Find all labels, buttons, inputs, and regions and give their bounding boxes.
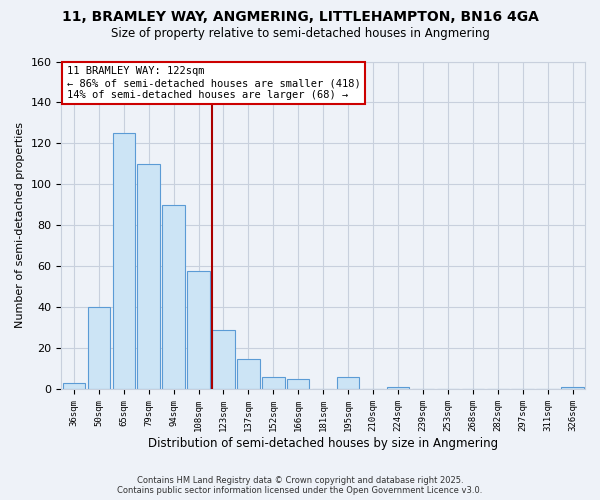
- Bar: [287, 379, 310, 390]
- X-axis label: Distribution of semi-detached houses by size in Angmering: Distribution of semi-detached houses by …: [148, 437, 498, 450]
- Bar: [262, 377, 284, 390]
- Bar: [337, 377, 359, 390]
- Bar: [187, 270, 210, 390]
- Bar: [62, 384, 85, 390]
- Text: Size of property relative to semi-detached houses in Angmering: Size of property relative to semi-detach…: [110, 28, 490, 40]
- Y-axis label: Number of semi-detached properties: Number of semi-detached properties: [15, 122, 25, 328]
- Bar: [562, 388, 584, 390]
- Bar: [237, 358, 260, 390]
- Text: Contains HM Land Registry data © Crown copyright and database right 2025.
Contai: Contains HM Land Registry data © Crown c…: [118, 476, 482, 495]
- Bar: [212, 330, 235, 390]
- Text: 11 BRAMLEY WAY: 122sqm
← 86% of semi-detached houses are smaller (418)
14% of se: 11 BRAMLEY WAY: 122sqm ← 86% of semi-det…: [67, 66, 361, 100]
- Bar: [88, 308, 110, 390]
- Bar: [163, 205, 185, 390]
- Bar: [387, 388, 409, 390]
- Bar: [137, 164, 160, 390]
- Bar: [113, 133, 135, 390]
- Text: 11, BRAMLEY WAY, ANGMERING, LITTLEHAMPTON, BN16 4GA: 11, BRAMLEY WAY, ANGMERING, LITTLEHAMPTO…: [62, 10, 538, 24]
